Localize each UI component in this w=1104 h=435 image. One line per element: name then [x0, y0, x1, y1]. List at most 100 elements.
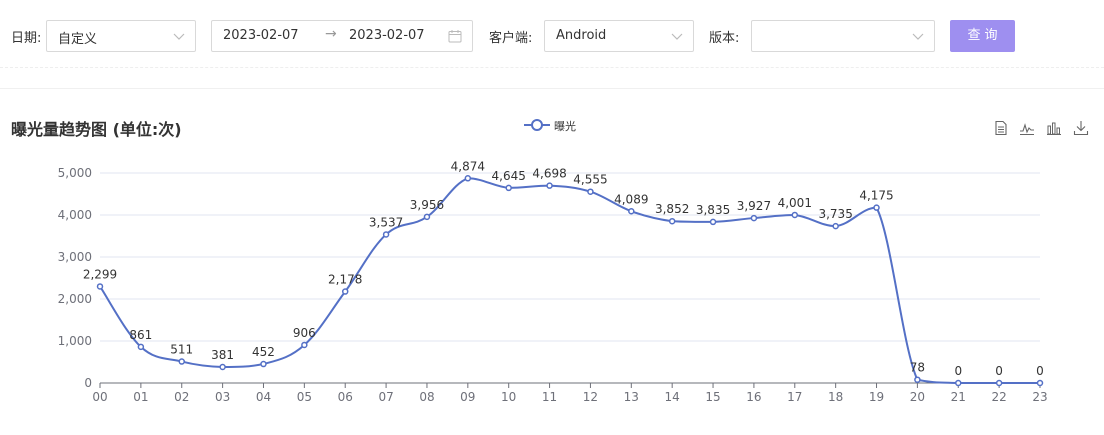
data-label: 2,178	[328, 273, 362, 287]
data-label: 4,175	[859, 189, 893, 203]
data-label: 0	[1036, 364, 1044, 378]
data-point[interactable]	[587, 188, 594, 195]
data-label: 4,698	[532, 167, 566, 181]
data-point[interactable]	[219, 363, 226, 371]
data-point[interactable]	[382, 231, 390, 238]
y-tick-label: 4,000	[58, 208, 92, 222]
x-tick-label: 21	[951, 390, 966, 404]
x-tick-label: 11	[542, 390, 557, 404]
x-tick-label: 22	[991, 390, 1006, 404]
date-range-picker[interactable]: 2023-02-07 → 2023-02-07	[211, 20, 473, 52]
data-point[interactable]	[628, 208, 635, 215]
start-date-input[interactable]: 2023-02-07	[223, 28, 299, 43]
series-points[interactable]	[96, 175, 1044, 387]
data-point[interactable]	[464, 175, 472, 182]
end-date-input[interactable]: 2023-02-07	[349, 28, 425, 43]
y-tick-label: 3,000	[58, 250, 92, 264]
data-label: 3,927	[737, 199, 771, 213]
x-tick-label: 12	[583, 390, 598, 404]
x-tick-label: 17	[787, 390, 802, 404]
chevron-down-icon	[671, 33, 683, 40]
legend-line-icon	[524, 119, 550, 131]
data-label: 861	[129, 328, 152, 342]
data-label: 3,835	[696, 203, 730, 217]
data-label: 511	[170, 343, 193, 357]
data-point[interactable]	[178, 358, 185, 365]
y-tick-label: 0	[84, 376, 92, 390]
data-point[interactable]	[423, 213, 431, 221]
data-point[interactable]	[791, 211, 799, 219]
data-point[interactable]	[873, 204, 880, 211]
data-label: 3,735	[818, 207, 852, 221]
data-label: 4,001	[778, 196, 812, 210]
data-label: 78	[910, 361, 925, 375]
x-tick-label: 13	[624, 390, 639, 404]
x-tick-label: 02	[174, 390, 189, 404]
data-point[interactable]	[341, 288, 349, 295]
version-label: 版本:	[709, 31, 740, 46]
data-point[interactable]	[96, 283, 104, 290]
calendar-icon	[448, 30, 462, 43]
grid-lines	[100, 172, 1040, 342]
download-icon[interactable]	[1073, 120, 1089, 136]
data-label: 4,555	[573, 173, 607, 187]
data-label: 452	[252, 345, 275, 359]
data-label: 381	[211, 348, 234, 362]
x-axis: 00 01 02 03 04 05 06 07 08 09 10 11 12 13 14 15 16 17 18 19…	[92, 382, 1048, 404]
data-point[interactable]	[668, 217, 676, 225]
data-point[interactable]	[832, 222, 839, 230]
data-label: 3,537	[369, 215, 403, 229]
data-point[interactable]	[260, 360, 267, 368]
version-select[interactable]	[751, 20, 935, 52]
data-label: 3,852	[655, 202, 689, 216]
x-tick-label: 10	[501, 390, 516, 404]
x-tick-label: 08	[419, 390, 434, 404]
x-tick-label: 01	[133, 390, 148, 404]
data-view-icon[interactable]	[993, 120, 1009, 136]
x-tick-label: 23	[1032, 390, 1047, 404]
x-tick-label: 14	[665, 390, 680, 404]
x-tick-label: 15	[705, 390, 720, 404]
legend-label: 曝光	[554, 120, 576, 133]
data-point[interactable]	[301, 341, 308, 349]
data-label: 4,874	[451, 159, 485, 173]
x-tick-label: 20	[910, 390, 925, 404]
data-label: 3,956	[410, 198, 444, 212]
bar-chart-icon[interactable]	[1046, 120, 1062, 136]
data-point[interactable]	[709, 218, 717, 226]
line-chart-icon[interactable]	[1019, 120, 1035, 136]
x-tick-label: 19	[869, 390, 884, 404]
chevron-down-icon	[912, 33, 924, 40]
data-point[interactable]	[1036, 379, 1044, 387]
data-label: 906	[293, 326, 316, 340]
date-label: 日期:	[11, 31, 42, 46]
x-tick-label: 07	[378, 390, 393, 404]
data-point[interactable]	[546, 182, 553, 189]
query-button[interactable]: 查询	[950, 20, 1015, 52]
filter-bar: 日期: 自定义 2023-02-07 → 2023-02-07 客户端: And…	[0, 0, 1104, 70]
x-tick-label: 05	[297, 390, 312, 404]
range-separator: →	[325, 26, 337, 42]
data-point[interactable]	[914, 376, 921, 383]
y-tick-label: 2,000	[58, 292, 92, 306]
series-line	[99, 177, 1040, 384]
section-divider	[0, 88, 1104, 89]
data-point[interactable]	[955, 379, 962, 387]
data-point[interactable]	[505, 184, 512, 192]
client-select[interactable]: Android	[544, 20, 694, 52]
x-tick-label: 18	[828, 390, 843, 404]
data-label: 2,299	[83, 267, 117, 281]
date-type-select[interactable]: 自定义	[46, 20, 196, 52]
data-point[interactable]	[137, 343, 145, 351]
y-tick-label: 5,000	[58, 166, 92, 180]
dashed-divider	[0, 67, 1104, 68]
client-value: Android	[556, 28, 607, 43]
data-point[interactable]	[995, 379, 1003, 387]
x-tick-label: 04	[256, 390, 271, 404]
data-labels: 2,299 861 511 381 452 906 2,178 3,537 3,956 4,874…	[83, 159, 1044, 378]
data-point[interactable]	[750, 214, 758, 222]
client-label: 客户端:	[489, 31, 533, 46]
x-tick-label: 00	[92, 390, 107, 404]
x-tick-label: 03	[215, 390, 230, 404]
